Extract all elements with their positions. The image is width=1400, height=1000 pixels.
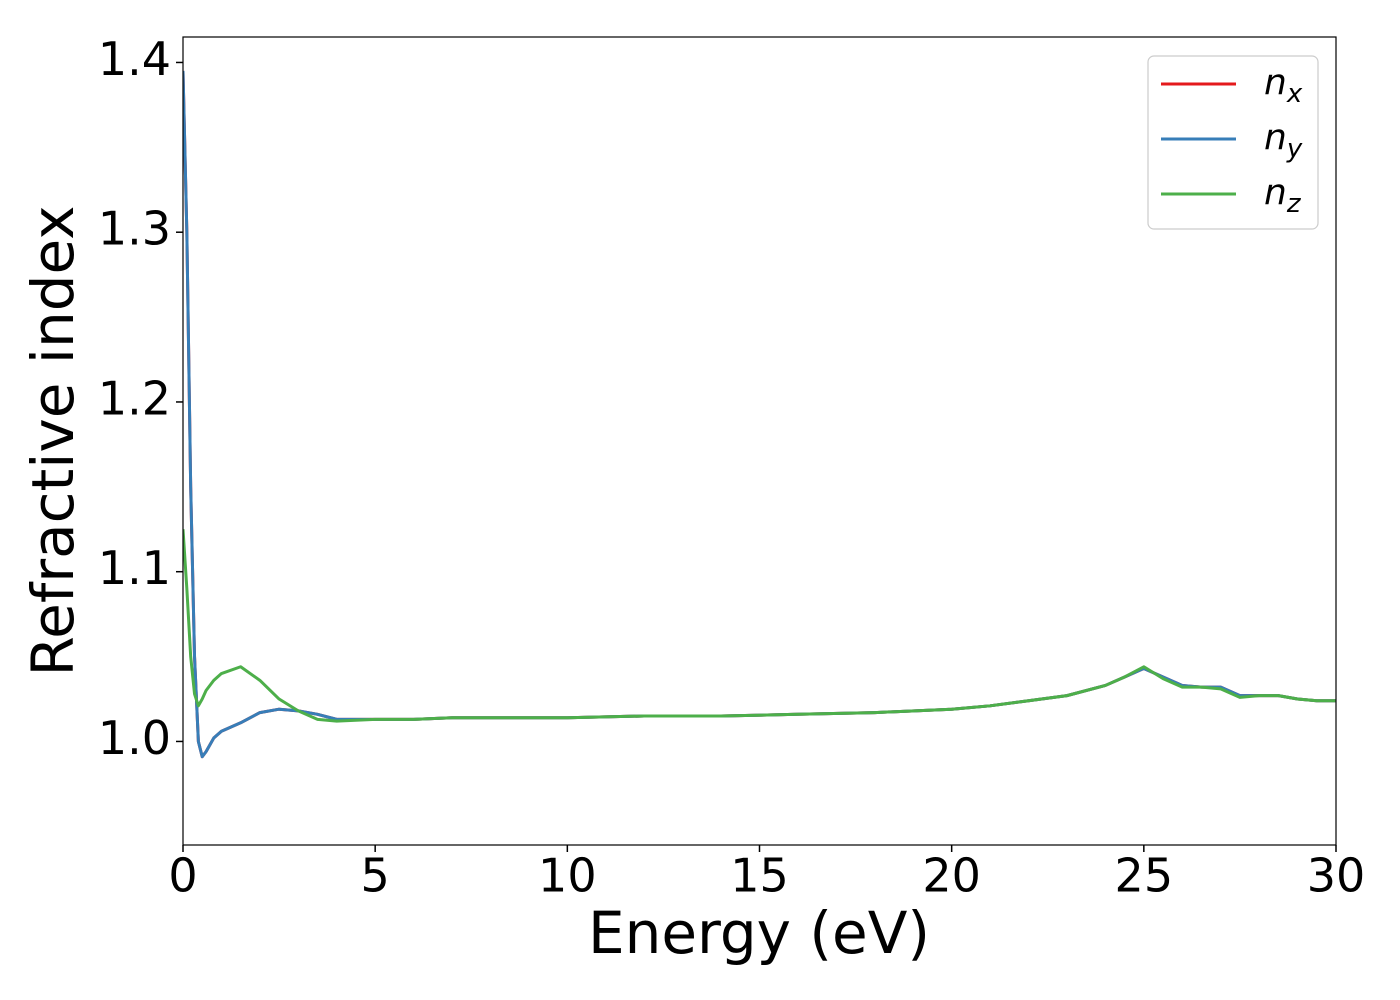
x-tick-label: 5 (361, 849, 390, 903)
y-tick-label: 1.3 (98, 202, 171, 256)
y-tick-label: 1.2 (98, 371, 171, 425)
x-axis-label: Energy (eV) (588, 899, 930, 967)
x-tick-label: 30 (1307, 849, 1366, 903)
y-tick-label: 1.1 (98, 541, 171, 595)
legend-label: nx (1264, 62, 1303, 109)
x-tick-label: 20 (922, 849, 981, 903)
y-tick-label: 1.0 (98, 711, 171, 765)
x-tick-label: 25 (1115, 849, 1174, 903)
line (183, 529, 1336, 723)
y-tick-label: 1.4 (98, 32, 171, 86)
x-tick-label: 15 (730, 849, 789, 903)
y-axis-label: Refractive index (19, 205, 87, 676)
legend-label: nz (1264, 172, 1302, 219)
legend-box (1147, 55, 1319, 230)
x-tick-label: 0 (168, 849, 197, 903)
legend-label: ny (1264, 117, 1303, 164)
x-tick-label: 10 (538, 849, 597, 903)
plot-frame (182, 36, 1337, 846)
